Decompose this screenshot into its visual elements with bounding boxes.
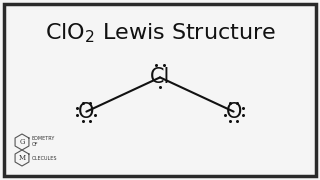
Text: ClO$_2$ Lewis Structure: ClO$_2$ Lewis Structure (44, 22, 276, 45)
Text: OF: OF (32, 141, 38, 147)
Text: G: G (19, 138, 25, 146)
Text: M: M (19, 154, 26, 162)
Text: O: O (78, 102, 95, 122)
Text: OLECULES: OLECULES (32, 156, 58, 161)
Text: EOMETRY: EOMETRY (32, 136, 55, 141)
Text: Cl: Cl (150, 67, 170, 87)
Text: O: O (225, 102, 242, 122)
